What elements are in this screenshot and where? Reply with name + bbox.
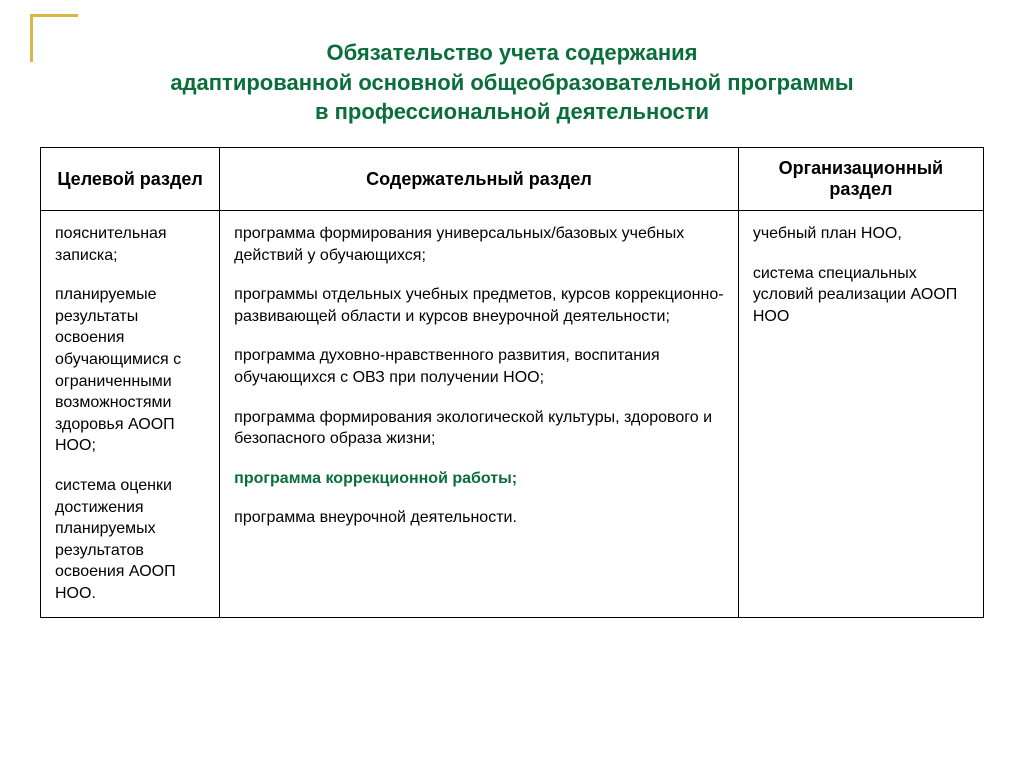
title-line-3: в профессиональной деятельности — [315, 99, 709, 124]
title-line-2: адаптированной основной общеобразователь… — [170, 70, 853, 95]
header-col2: Содержательный раздел — [220, 148, 739, 211]
slide-title: Обязательство учета содержания адаптиров… — [40, 38, 984, 127]
cell-paragraph: система специальных условий реализации А… — [753, 263, 969, 328]
corner-accent — [30, 14, 78, 62]
cell-paragraph: программа формирования универсальных/баз… — [234, 223, 724, 266]
cell-paragraph: программа формирования экологической кул… — [234, 407, 724, 450]
header-col3: Организационный раздел — [738, 148, 983, 211]
header-row: Целевой раздел Содержательный раздел Орг… — [41, 148, 984, 211]
cell-paragraph: программы отдельных учебных предметов, к… — [234, 284, 724, 327]
content-table: Целевой раздел Содержательный раздел Орг… — [40, 147, 984, 618]
cell-paragraph: программа внеурочной деятельности. — [234, 507, 724, 529]
cell-col1: пояснительная записка; планируемые резуль… — [41, 211, 220, 618]
cell-paragraph: система оценки достижения планируемых ре… — [55, 475, 205, 605]
title-line-1: Обязательство учета содержания — [327, 40, 698, 65]
cell-paragraph: учебный план НОО, — [753, 223, 969, 245]
header-col1: Целевой раздел — [41, 148, 220, 211]
cell-paragraph: программа духовно-нравственного развития… — [234, 345, 724, 388]
body-row: пояснительная записка; планируемые резуль… — [41, 211, 984, 618]
cell-paragraph: планируемые результаты освоения обучающи… — [55, 284, 205, 457]
slide-content: Обязательство учета содержания адаптиров… — [0, 0, 1024, 648]
cell-col2: программа формирования универсальных/баз… — [220, 211, 739, 618]
cell-col3: учебный план НОО, система специальных усл… — [738, 211, 983, 618]
cell-paragraph: пояснительная записка; — [55, 223, 205, 266]
cell-paragraph: программа коррекционной работы; — [234, 468, 724, 490]
